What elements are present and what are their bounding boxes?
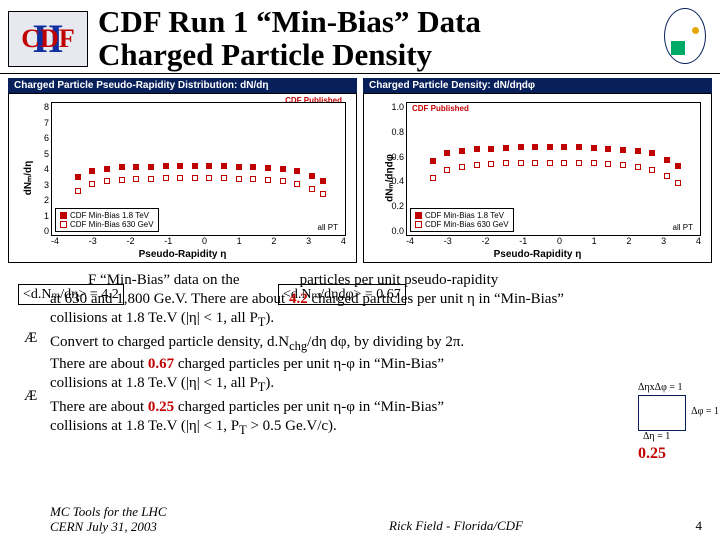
footer-page: 4 (662, 518, 702, 534)
b1-e: collisions at 1.8 Te.V (|η| < 1, all P (50, 310, 258, 326)
chart-left-xticks: -4-3-2-101234 (51, 236, 346, 246)
logo-cdf-text: CDF (21, 26, 74, 52)
bullet-list: Æ CDF “Min-Bias” data on the __box__ par… (0, 271, 720, 439)
chart-left-xlabel: Pseudo-Rapidity η (9, 249, 356, 260)
slide-footer: MC Tools for the LHC CERN July 31, 2003 … (0, 505, 720, 534)
legend-item-a2: CDF Min-Bias 630 GeV (425, 220, 509, 229)
b1-a: F “Min-Bias” data on the (88, 272, 240, 288)
footer-left-2: CERN July 31, 2003 (50, 520, 250, 534)
unit-deta-dphi: ΔηxΔφ = 1 (638, 382, 708, 393)
b3-val: 0.25 (148, 399, 174, 415)
b1-val: 4.2 (289, 291, 308, 307)
unit-diagram: ΔηxΔφ = 1 Δφ = 1 Δη = 1 0.25 (638, 382, 708, 463)
chart-right: Charged Particle Density: dN/dηdφ CDF Pu… (363, 78, 712, 263)
bullet-3: There are about 0.25 charged particles p… (50, 398, 704, 438)
chart-left-yticks: 012345678 (35, 102, 49, 236)
legend-marker-filled-icon (415, 212, 422, 219)
chart-right-ptlabel: all PT (673, 223, 693, 232)
b2-b: There are about (50, 356, 148, 372)
title-line-1: CDF Run 1 “Min-Bias” Data (98, 6, 481, 39)
b2-val: 0.67 (148, 356, 174, 372)
unit-deta: Δη = 1 (643, 431, 670, 442)
b2-d: collisions at 1.8 Te.V (|η| < 1, all P (50, 375, 258, 391)
chart-left-ptlabel: all PT (318, 223, 338, 232)
chart-right-ylabel: dNₘ/dηdφ (384, 154, 395, 202)
sub-chg: chg (289, 339, 307, 353)
legend-marker-open-icon (415, 221, 422, 228)
legend-marker-open-icon (60, 221, 67, 228)
chart-left-legend: CDF Min-Bias 1.8 TeV CDF Min-Bias 630 Ge… (55, 208, 159, 232)
b3-c: collisions at 1.8 Te.V (|η| < 1, P (50, 418, 239, 434)
b2-a2: /dη dφ, by dividing by 2π. (307, 334, 464, 350)
florida-logo (664, 8, 706, 64)
chart-right-xlabel: Pseudo-Rapidity η (364, 249, 711, 260)
chart-right-body: CDF Published 0.00.20.40.60.81.0 -4-3-2-… (363, 93, 712, 263)
title-block: CDF Run 1 “Min-Bias” Data Charged Partic… (98, 6, 481, 71)
florida-shape-icon (671, 41, 685, 55)
footer-left-1: MC Tools for the LHC (50, 505, 250, 519)
b2-c: charged particles per unit η-φ in “Min-B… (174, 356, 444, 372)
title-line-2: Charged Particle Density (98, 39, 481, 72)
unit-dphi: Δφ = 1 (691, 406, 719, 417)
chart-left: Charged Particle Pseudo-Rapidity Distrib… (8, 78, 357, 263)
b3-c2: > 0.5 Ge.V/c). (247, 418, 337, 434)
cdf-logo: II CDF (8, 11, 88, 67)
b2-a: Convert to charged particle density, d.N (50, 334, 289, 350)
chart-right-title: Charged Particle Density: dN/dηdφ (363, 78, 712, 93)
unit-value: 0.25 (638, 445, 708, 463)
legend-item-a: CDF Min-Bias 630 GeV (70, 220, 154, 229)
slide-header: II CDF CDF Run 1 “Min-Bias” Data Charged… (0, 0, 720, 74)
chart-left-title: Charged Particle Pseudo-Rapidity Distrib… (8, 78, 357, 93)
footer-mid: Rick Field - Florida/CDF (250, 518, 662, 534)
b3-a: There are about (50, 399, 148, 415)
chart-left-ylabel: dNₘ/dη (23, 161, 34, 196)
legend-item-b: CDF Min-Bias 1.8 TeV (70, 211, 149, 220)
chart-right-xticks: -4-3-2-101234 (406, 236, 701, 246)
bullet-1: Æ CDF “Min-Bias” data on the __box__ par… (50, 271, 704, 330)
b1-c: at 630 and 1,800 Ge.V. There are about (50, 291, 289, 307)
unit-square: Δφ = 1 Δη = 1 (638, 395, 686, 431)
b1-d: charged particles per unit η in “Min-Bia… (308, 291, 564, 307)
b3-b: charged particles per unit η-φ in “Min-B… (174, 399, 444, 415)
footer-left: MC Tools for the LHC CERN July 31, 2003 (50, 505, 250, 534)
legend-marker-filled-icon (60, 212, 67, 219)
b1-e2: ). (265, 310, 274, 326)
legend-item-b2: CDF Min-Bias 1.8 TeV (425, 211, 504, 220)
chart-right-legend: CDF Min-Bias 1.8 TeV CDF Min-Bias 630 Ge… (410, 208, 514, 232)
b2-d2: ). (265, 375, 274, 391)
bullet-icon-3: Æ (24, 387, 37, 406)
bullet-icon-2: Æ (24, 329, 37, 348)
bullet-2: Convert to charged particle density, d.N… (50, 333, 704, 395)
sub-t-3: T (239, 423, 247, 437)
florida-sun-icon (692, 27, 699, 34)
b1-b: particles per unit pseudo-rapidity (300, 272, 499, 288)
chart-left-body: CDF Published 012345678 -4-3-2-101234 dN… (8, 93, 357, 263)
charts-row: Charged Particle Pseudo-Rapidity Distrib… (0, 74, 720, 265)
